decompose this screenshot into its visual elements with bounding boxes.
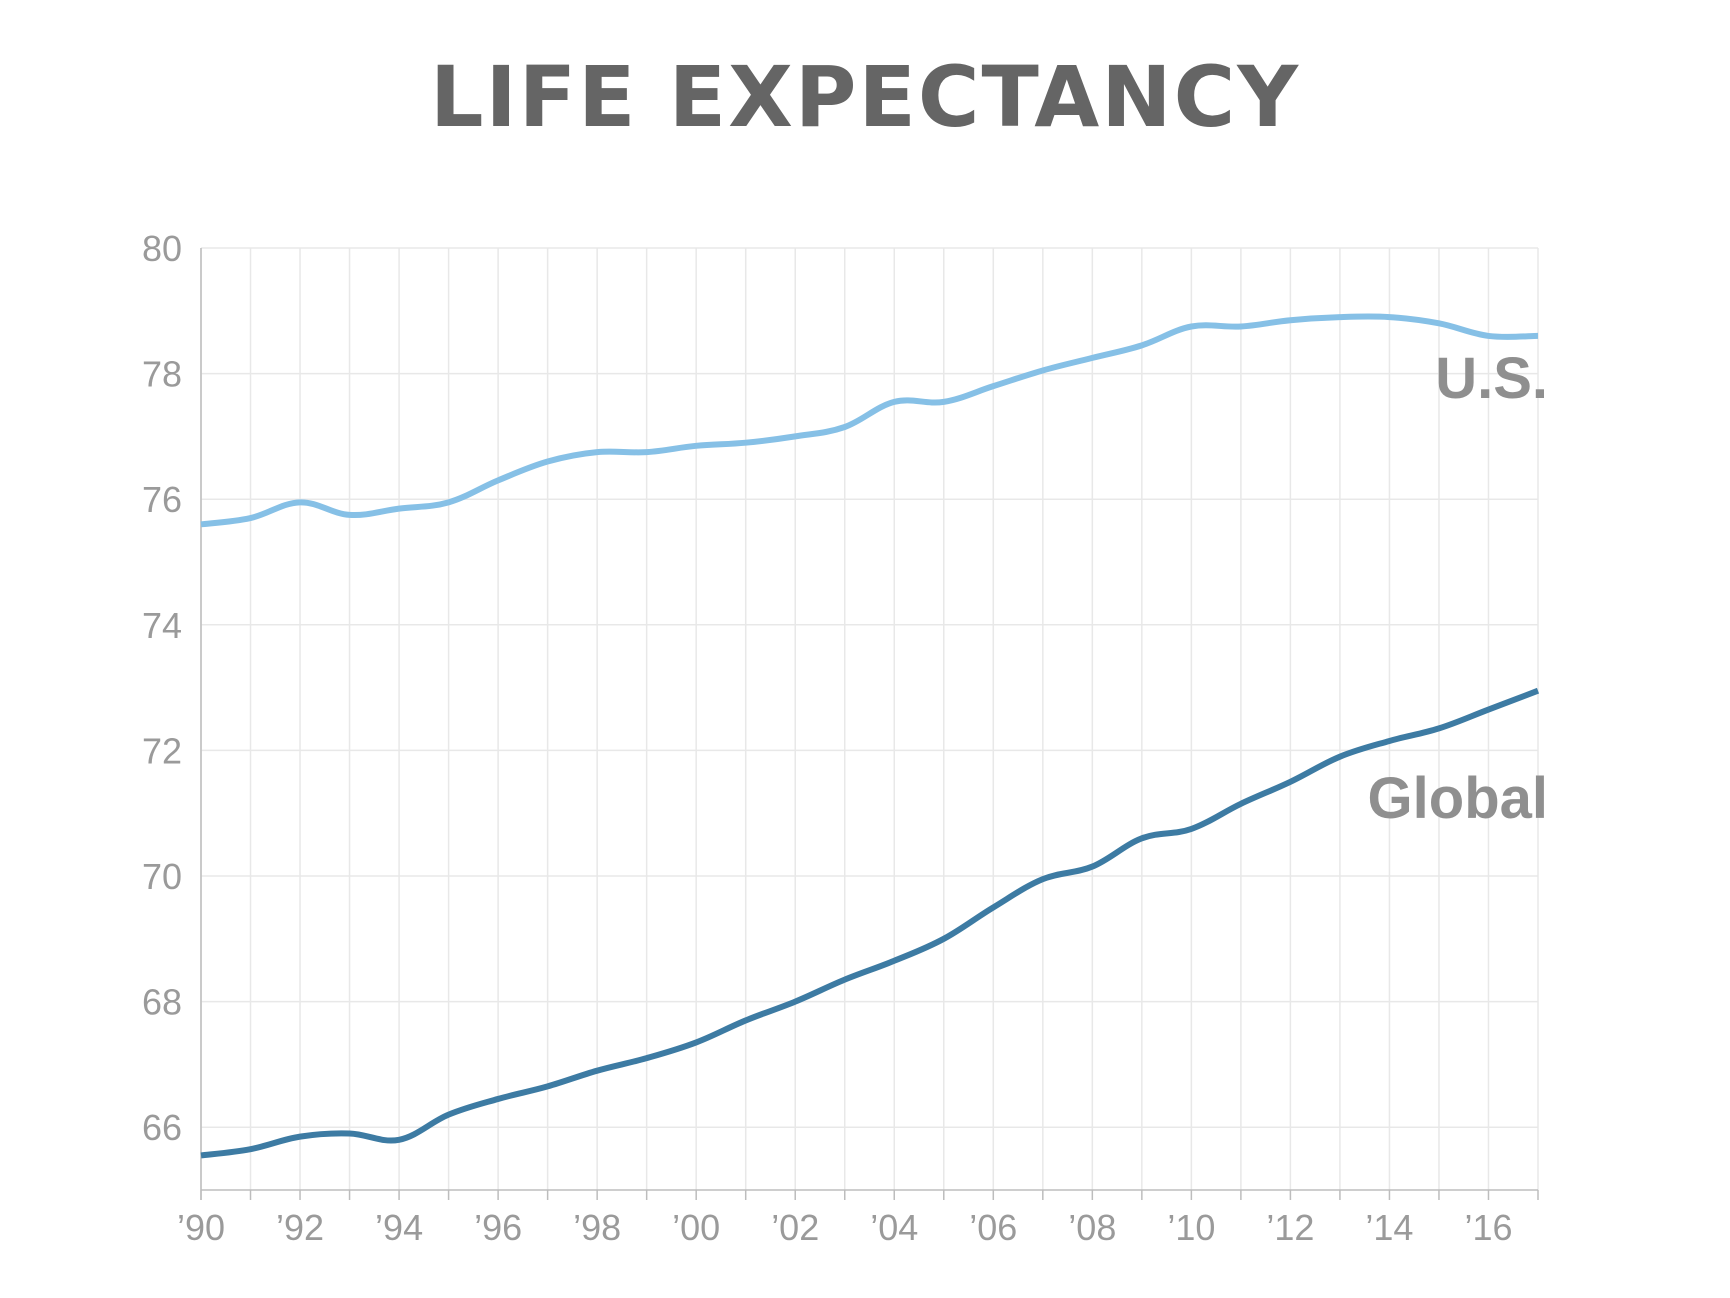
chart-title: LIFE EXPECTANCY [429,48,1301,146]
x-tick-label: ’00 [672,1207,720,1248]
x-tick-label: ’94 [375,1207,423,1248]
x-tick-label: ’12 [1266,1207,1314,1248]
grid-lines [200,247,1539,1190]
x-tick-label: ’98 [573,1207,621,1248]
x-tick-label: ’16 [1464,1207,1512,1248]
x-tick-label: ’08 [1068,1207,1116,1248]
y-tick-label: 80 [142,228,182,269]
series-label-us: U.S. [1435,346,1548,411]
series-line-global [200,687,1540,1159]
x-tick-label: ’10 [1167,1207,1215,1248]
y-tick-label: 76 [142,479,182,520]
y-tick-label: 68 [142,982,182,1023]
y-tick-label: 66 [142,1107,182,1148]
x-tick-label: ’06 [969,1207,1017,1248]
series-label-global: Global [1368,766,1548,831]
series-line-us [200,313,1539,528]
x-tick-label: ’04 [870,1207,918,1248]
y-tick-label: 78 [142,354,182,395]
x-tick-label: ’02 [771,1207,819,1248]
y-tick-label: 74 [142,605,182,646]
x-tick-label: ’92 [276,1207,324,1248]
y-tick-label: 70 [142,856,182,897]
x-tick-label: ’90 [177,1207,225,1248]
x-tick-label: ’14 [1365,1207,1413,1248]
series-lines [200,313,1540,1159]
axes: 66 68 70 72 74 76 78 80 ’90 ’92 ’94 ’96 ’98 ’00 ’02 ’04… [142,228,1539,1248]
x-tick-label: ’96 [474,1207,522,1248]
y-tick-label: 72 [142,730,182,771]
series-labels: U.S. Global [1368,346,1548,831]
